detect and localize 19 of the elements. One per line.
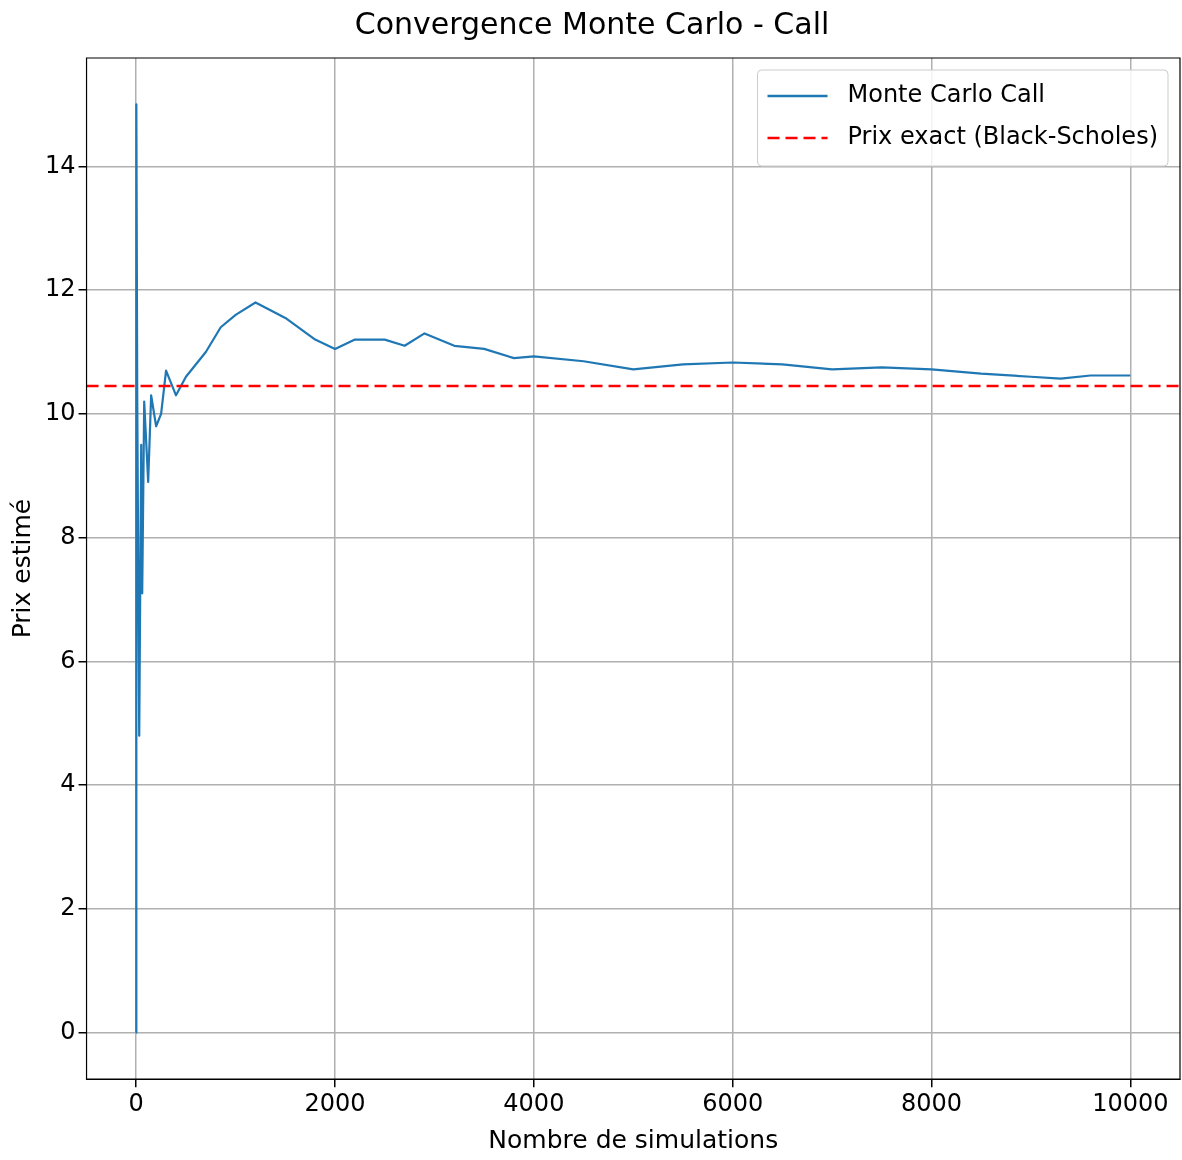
y-tick-label: 4 bbox=[60, 769, 76, 798]
x-axis-title: Nombre de simulations bbox=[488, 1124, 779, 1154]
y-tick-label: 10 bbox=[44, 398, 76, 427]
y-tick-label: 14 bbox=[44, 150, 76, 179]
y-tick-label: 0 bbox=[60, 1017, 76, 1046]
y-tick-label: 6 bbox=[60, 645, 76, 674]
x-tick-label: 10000 bbox=[1092, 1088, 1169, 1117]
x-tick-label: 8000 bbox=[900, 1088, 963, 1117]
y-tick-label: 12 bbox=[44, 274, 76, 303]
x-tick-label: 0 bbox=[128, 1088, 144, 1117]
y-axis-title: Prix estimé bbox=[6, 498, 36, 639]
x-tick-label: 2000 bbox=[304, 1088, 366, 1117]
y-tick-label: 2 bbox=[60, 893, 76, 922]
y-tick-label: 8 bbox=[60, 521, 76, 550]
x-tick-label: 4000 bbox=[503, 1088, 565, 1117]
x-tick-label: 6000 bbox=[702, 1088, 764, 1117]
legend-label: Monte Carlo Call bbox=[847, 80, 1046, 109]
chart-title: Convergence Monte Carlo - Call bbox=[354, 5, 830, 41]
legend-label: Prix exact (Black-Scholes) bbox=[847, 122, 1159, 151]
